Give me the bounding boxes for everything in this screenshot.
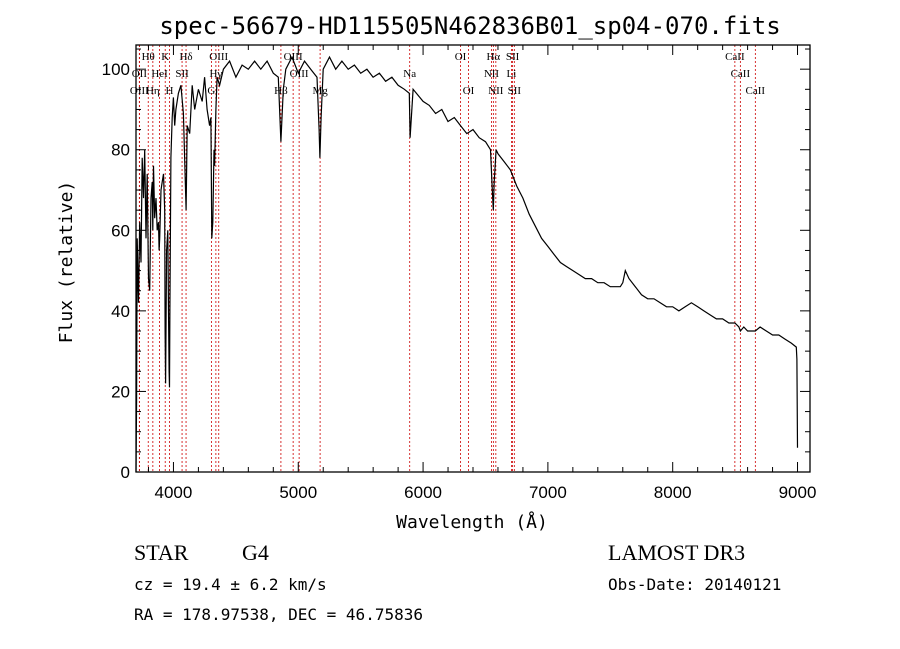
spectral-line-label: Hθ xyxy=(142,51,155,63)
coords-line: RA = 178.97538, DEC = 46.75836 xyxy=(134,605,423,624)
spectral-line-label: OII xyxy=(132,68,148,80)
spectral-line-label: HeI xyxy=(151,68,168,80)
y-tick-label: 20 xyxy=(111,382,130,401)
x-tick-label: 9000 xyxy=(779,483,817,502)
spectral-line-label: H xyxy=(165,85,173,97)
spectral-line-label: OI xyxy=(455,51,467,63)
spectral-line-label: Mg xyxy=(312,85,328,97)
chart-title: spec-56679-HD115505N462836B01_sp04-070.f… xyxy=(159,12,780,40)
spectral-line-label: SII xyxy=(175,68,189,80)
spectral-line-markers xyxy=(138,45,756,472)
spectral-line-label: SII xyxy=(506,51,520,63)
object-class: STAR xyxy=(134,540,189,565)
spectral-line-label: Hα xyxy=(486,51,500,63)
spectral-line-label: Hδ xyxy=(179,51,192,63)
x-tick-label: 5000 xyxy=(279,483,317,502)
plot-frame xyxy=(135,44,811,473)
y-tick-label: 60 xyxy=(111,221,130,240)
y-tick-label: 80 xyxy=(111,141,130,160)
spectrum-line xyxy=(135,55,799,473)
y-axis-label: Flux (relative) xyxy=(56,181,77,344)
spectral-line-label: G xyxy=(207,85,215,97)
x-axis-label: Wavelength (Å) xyxy=(396,511,548,533)
y-axis-ticks: 0 20 40 60 80 100 xyxy=(102,48,810,482)
spectral-line-label: OIII xyxy=(290,68,309,80)
spectral-line-label: OIII xyxy=(130,85,149,97)
subclass: G4 xyxy=(242,540,269,565)
y-tick-label: 0 xyxy=(121,463,130,482)
x-axis-ticks: 4000 5000 6000 7000 8000 9000 xyxy=(147,45,817,502)
spectral-line-label: NII xyxy=(488,85,504,97)
spectral-line-label: NII xyxy=(484,68,500,80)
x-tick-label: 6000 xyxy=(404,483,442,502)
spectral-line-label: OIII xyxy=(209,51,228,63)
y-tick-label: 40 xyxy=(111,302,130,321)
spectral-line-label: K xyxy=(161,51,169,63)
spectral-line-label: Hβ xyxy=(274,85,288,97)
x-tick-label: 8000 xyxy=(654,483,692,502)
spectral-line-label: Na xyxy=(403,68,416,80)
spectral-line-label: CaII xyxy=(725,51,745,63)
spectral-line-label: CaII xyxy=(731,68,751,80)
redshift-line: cz = 19.4 ± 6.2 km/s xyxy=(134,575,327,594)
spectral-line-label: Hγ xyxy=(209,68,222,80)
spectral-line-label: CaII xyxy=(746,85,766,97)
x-tick-label: 7000 xyxy=(529,483,567,502)
spectral-line-label: OI xyxy=(463,85,475,97)
spectral-line-label: SII xyxy=(508,85,522,97)
y-tick-label: 100 xyxy=(102,60,130,79)
spectral-line-label: Li xyxy=(507,68,517,80)
x-tick-label: 4000 xyxy=(155,483,193,502)
survey-name: LAMOST DR3 xyxy=(608,540,745,565)
obs-date-line: Obs-Date: 20140121 xyxy=(608,575,781,594)
spectral-line-label: Hη xyxy=(146,85,160,97)
